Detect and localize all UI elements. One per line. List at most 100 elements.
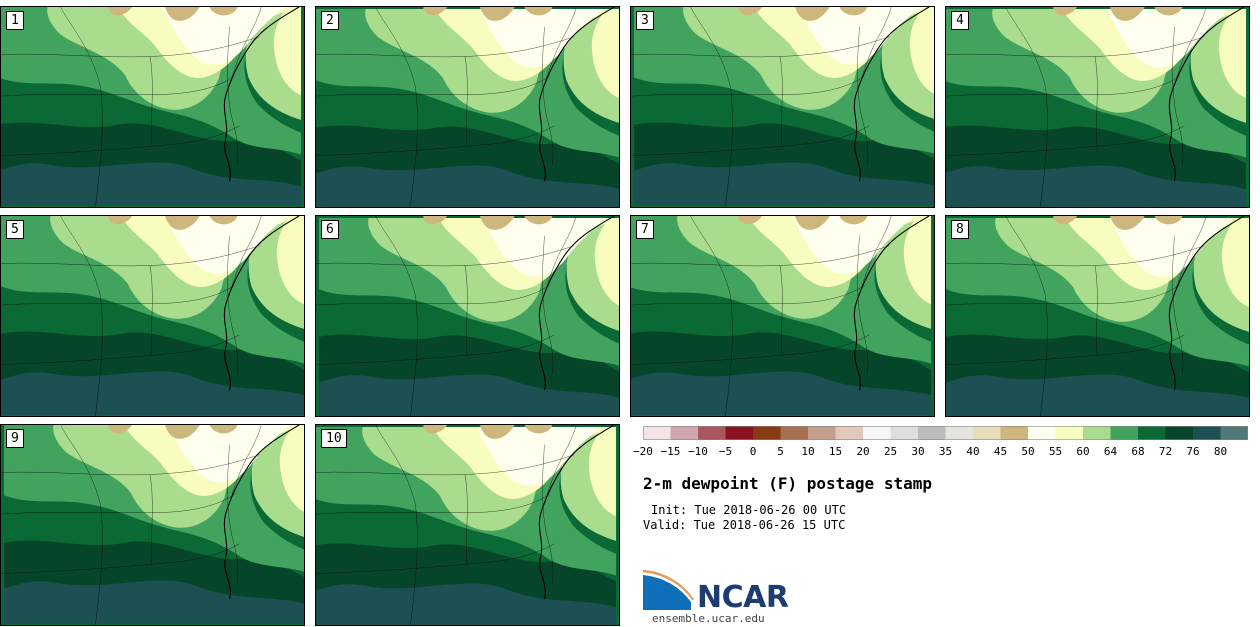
state-border: [316, 76, 550, 97]
panel-label: 10: [321, 429, 347, 448]
colorbar-tick-label: 30: [911, 445, 925, 458]
state-border: [1172, 26, 1184, 166]
colorbar-swatch: [1220, 426, 1248, 440]
colorbar-tick-label: −10: [688, 445, 708, 458]
ensemble-member-panel-3: 3: [630, 6, 935, 208]
dewpoint-map: [946, 7, 1249, 207]
state-border: [1, 454, 260, 476]
dewpoint-region: [108, 425, 238, 439]
dewpoint-region: [3, 579, 304, 625]
dewpoint-region: [316, 543, 617, 608]
state-border: [1, 76, 235, 97]
dewpoint-region: [482, 217, 608, 277]
state-border: [1, 125, 240, 156]
panel-label: 7: [636, 220, 654, 239]
colorbar-tick-label: 15: [828, 445, 843, 458]
colorbar-tick-label: 64: [1103, 445, 1118, 458]
ensemble-member-panel-7: 7: [630, 215, 935, 417]
dewpoint-region: [946, 334, 1249, 399]
ensemble-member-panel-10: 10: [315, 424, 620, 626]
colorbar-swatch: [1083, 426, 1111, 440]
state-border: [631, 36, 890, 58]
state-border: [946, 245, 1205, 267]
state-border: [631, 76, 865, 97]
dewpoint-map: [1, 7, 304, 207]
state-border: [464, 56, 468, 146]
dewpoint-region: [738, 216, 868, 230]
dewpoint-region: [162, 7, 285, 65]
coastline: [538, 7, 615, 182]
colorbar-swatch: [1055, 426, 1084, 440]
coastline: [853, 7, 930, 182]
colorbar-tick-label: 76: [1186, 445, 1200, 458]
colorbar-swatch: [1138, 426, 1166, 440]
dewpoint-region: [798, 7, 921, 65]
dewpoint-region: [946, 164, 1247, 207]
state-border: [946, 334, 1185, 365]
state-border: [542, 235, 554, 375]
init-time: Init: Tue 2018-06-26 00 UTC: [651, 503, 847, 517]
ncar-logo-icon: [643, 570, 695, 610]
panel-label: 3: [636, 11, 654, 30]
plot-title: 2-m dewpoint (F) postage stamp: [643, 474, 932, 493]
dewpoint-map: [631, 7, 934, 207]
dewpoint-map: [631, 216, 934, 416]
coastline: [538, 216, 615, 391]
dewpoint-map: [316, 216, 619, 416]
state-border: [1172, 235, 1184, 375]
colorbar: [643, 426, 1248, 440]
colorbar-swatch: [1000, 426, 1029, 440]
colorbar-swatch: [780, 426, 809, 440]
state-border: [779, 56, 783, 146]
dewpoint-region: [633, 161, 934, 207]
state-border: [946, 285, 1180, 306]
colorbar-swatch: [725, 426, 754, 440]
state-border: [542, 444, 554, 584]
state-border: [946, 76, 1180, 97]
dewpoint-region: [1109, 217, 1235, 277]
coastline: [223, 425, 300, 600]
panel-label: 9: [6, 429, 24, 448]
ensemble-member-panel-8: 8: [945, 215, 1250, 417]
state-border: [1, 543, 240, 574]
state-border: [1, 285, 235, 306]
state-border: [227, 26, 239, 166]
state-border: [546, 7, 577, 79]
panel-label: 5: [6, 220, 24, 239]
colorbar-tick-label: −20: [633, 445, 653, 458]
state-border: [316, 125, 555, 156]
colorbar-tick-label: 20: [856, 445, 870, 458]
colorbar-swatch: [945, 426, 974, 440]
dewpoint-region: [633, 122, 934, 186]
state-border: [690, 216, 733, 416]
state-border: [1, 36, 260, 58]
state-border: [1, 245, 260, 267]
dewpoint-region: [946, 373, 1249, 416]
state-border: [149, 474, 153, 564]
state-border: [464, 474, 468, 564]
dewpoint-region: [1053, 7, 1183, 21]
colorbar-swatch: [1110, 426, 1139, 440]
state-border: [631, 334, 870, 365]
ensemble-member-panel-2: 2: [315, 6, 620, 208]
ensemble-member-panel-4: 4: [945, 6, 1250, 208]
colorbar-tick-label: 35: [938, 445, 953, 458]
ensemble-member-panel-5: 5: [0, 215, 305, 417]
dewpoint-region: [316, 164, 619, 207]
panel-label: 4: [951, 11, 969, 30]
colorbar-swatch: [753, 426, 781, 440]
dewpoint-region: [423, 7, 553, 21]
panel-label: 1: [6, 11, 24, 30]
state-border: [861, 216, 892, 288]
colorbar-tick-label: 10: [801, 445, 815, 458]
state-border: [1005, 216, 1048, 416]
state-border: [149, 265, 153, 355]
state-border: [60, 425, 103, 625]
colorbar-border: [643, 426, 1248, 440]
colorbar-swatch: [670, 426, 699, 440]
colorbar-tick-label: 60: [1076, 445, 1090, 458]
state-border: [316, 285, 550, 306]
dewpoint-region: [1, 122, 302, 187]
colorbar-swatch: [1165, 426, 1194, 440]
state-border: [690, 7, 733, 207]
